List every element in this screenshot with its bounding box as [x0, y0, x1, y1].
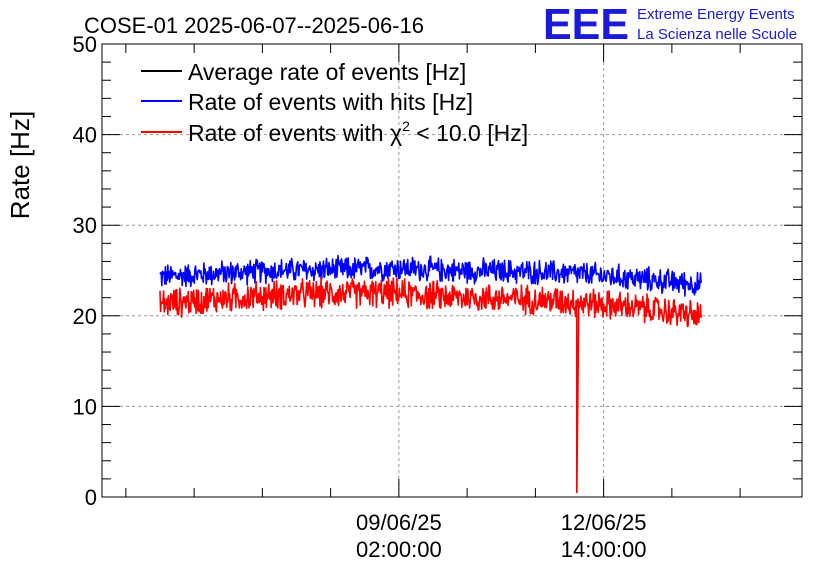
y-tick-label: 0 [85, 485, 97, 510]
grid [102, 44, 802, 497]
y-tick-label: 10 [73, 394, 97, 419]
x-tick-label-date: 12/06/25 [561, 510, 647, 535]
y-tick-label: 50 [73, 32, 97, 57]
plot-frame [101, 43, 803, 498]
legend: Average rate of events [Hz] Rate of even… [141, 59, 528, 146]
logo-line-1: Extreme Energy Events [637, 6, 795, 23]
legend-entry-chi2: Rate of events with χ2 < 10.0 [Hz] [188, 118, 528, 146]
y-axis-label: Rate [Hz] [5, 111, 35, 219]
eee-logo: EEE Extreme Energy Events La Scienza nel… [543, 0, 797, 49]
y-tick-label: 40 [73, 123, 97, 148]
chart-title: COSE-01 2025-06-07--2025-06-16 [84, 13, 424, 38]
y-tick-label: 30 [73, 213, 97, 238]
y-axis: 0 10 20 30 40 50 [73, 32, 802, 510]
x-tick-label-time: 14:00:00 [561, 537, 647, 562]
series-line-1 [159, 254, 702, 297]
x-tick-label-date: 09/06/25 [356, 510, 442, 535]
series-line-2 [159, 276, 702, 494]
eee-logo-mark: EEE [543, 0, 629, 49]
logo-line-2: La Scienza nelle Scuole [637, 26, 797, 43]
series-group [159, 254, 702, 494]
legend-entry-average: Average rate of events [Hz] [188, 59, 466, 85]
legend-entry-hits: Rate of events with hits [Hz] [188, 89, 473, 115]
y-tick-label: 20 [73, 304, 97, 329]
x-tick-label-time: 02:00:00 [356, 537, 442, 562]
